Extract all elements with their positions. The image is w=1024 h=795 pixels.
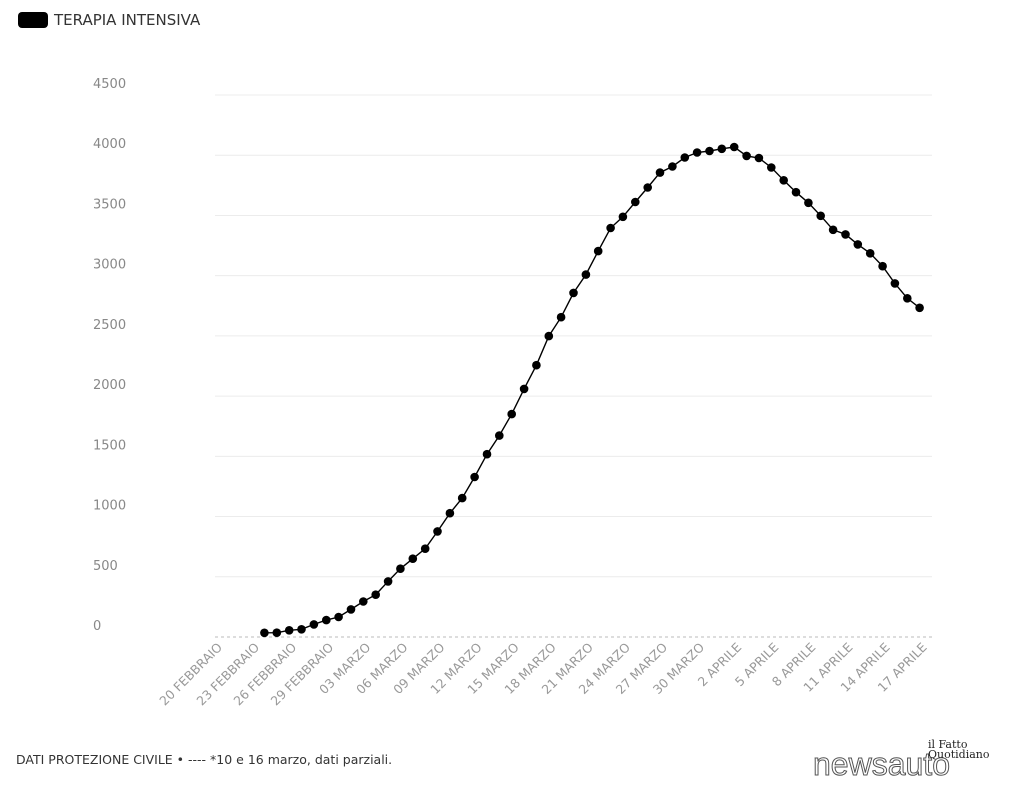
data-point[interactable]: 21 MARZO: 3009: [581, 270, 591, 279]
y-tick-label: 4500: [93, 77, 126, 92]
series-terapia-intensiva: 24 FEBBRAIO: 3525 FEBBRAIO: 3626 FEBBRAI…: [260, 142, 924, 638]
source-note: DATI PROTEZIONE CIVILE • ---- *10 e 16 m…: [16, 752, 393, 767]
data-point[interactable]: 9 APRILE: 3497: [816, 211, 825, 221]
grid-lines: [215, 94, 932, 638]
legend-swatch: [18, 12, 48, 28]
data-point[interactable]: 06 MARZO: 567: [396, 564, 405, 573]
data-point[interactable]: 08 MARZO: 733: [420, 544, 430, 553]
y-tick-label: 3000: [93, 258, 126, 273]
data-point[interactable]: 28 MARZO: 3906: [668, 162, 677, 171]
data-point[interactable]: 17 APRILE: 2733: [915, 303, 924, 313]
data-point[interactable]: 8 APRILE: 3605: [804, 198, 813, 208]
data-point[interactable]: 14 MARZO: 1672: [495, 431, 504, 440]
data-point[interactable]: 4 APRILE: 3977: [754, 153, 764, 163]
data-point[interactable]: 15 MARZO: 1851: [507, 409, 516, 419]
y-tick-label: 1000: [93, 499, 126, 514]
data-point[interactable]: 24 FEBBRAIO: 35: [260, 628, 269, 638]
data-point[interactable]: 5 APRILE: 3898: [767, 163, 776, 172]
data-point[interactable]: 30 MARZO: 4023: [692, 148, 702, 157]
data-point[interactable]: 1 APRILE: 4053: [717, 144, 727, 154]
y-tick-label: 0: [93, 619, 101, 634]
data-point[interactable]: 18 MARZO: 2498: [544, 331, 554, 341]
data-point[interactable]: 28 FEBBRAIO: 105: [309, 620, 319, 629]
data-point[interactable]: 3 APRILE: 3994: [742, 151, 751, 161]
data-point[interactable]: 02 MARZO: 229: [346, 605, 356, 614]
data-point[interactable]: 12 MARZO: 1328: [470, 472, 479, 482]
data-point[interactable]: 11 APRILE: 3343: [841, 230, 850, 239]
x-tick-label: 20 FEBBRAIO: [156, 639, 225, 708]
data-point[interactable]: 07 MARZO: 650: [408, 554, 418, 563]
data-point[interactable]: 05 MARZO: 462: [383, 577, 393, 586]
data-point[interactable]: 29 MARZO: 3981: [680, 153, 690, 162]
data-point[interactable]: 14 APRILE: 3079: [878, 261, 887, 271]
data-point[interactable]: 13 MARZO: 1518: [482, 449, 492, 459]
watermark-logo: newsauto: [813, 746, 951, 783]
data-point[interactable]: 10 MARZO: 1028: [445, 508, 455, 518]
data-point[interactable]: 03 MARZO: 295: [359, 597, 368, 606]
y-tick-label: 4000: [93, 137, 126, 152]
data-point[interactable]: 20 MARZO: 2857: [569, 288, 578, 298]
data-point[interactable]: 29 FEBBRAIO: 140: [322, 615, 331, 625]
y-tick-label: 3500: [93, 197, 126, 212]
data-point[interactable]: 26 MARZO: 3732: [643, 183, 652, 192]
data-point[interactable]: 12 APRILE: 3260: [853, 240, 863, 249]
data-point[interactable]: 24 MARZO: 3489: [618, 212, 628, 222]
data-point[interactable]: 01 MARZO: 166: [334, 612, 343, 622]
data-point[interactable]: 6 APRILE: 3792: [779, 176, 788, 185]
publisher-logo: il Fatto Quotidiano: [928, 738, 990, 761]
legend-label: TERAPIA INTENSIVA: [54, 11, 201, 29]
data-point[interactable]: 2 APRILE: 4068: [729, 142, 739, 152]
data-point[interactable]: 13 APRILE: 3186: [865, 249, 875, 258]
data-point[interactable]: 31 MARZO: 4035: [705, 146, 714, 156]
y-axis-ticks: 0 500 1000 1500 2000 2500 3000 3500 4000 4500: [93, 77, 126, 634]
data-point[interactable]: 16 MARZO: 2060: [519, 384, 529, 394]
data-point[interactable]: 19 MARZO: 2655: [556, 312, 566, 322]
y-tick-label: 2000: [93, 378, 126, 393]
data-point[interactable]: 04 MARZO: 351: [371, 590, 381, 599]
data-point[interactable]: 25 FEBBRAIO: 36: [272, 628, 282, 637]
data-point[interactable]: 09 MARZO: 877: [433, 527, 442, 536]
data-point[interactable]: 7 APRILE: 3693: [791, 187, 801, 197]
data-point[interactable]: 10 APRILE: 3381: [828, 225, 838, 235]
data-point[interactable]: 27 FEBBRAIO: 64: [297, 625, 306, 634]
data-point[interactable]: 27 MARZO: 3856: [655, 168, 665, 177]
y-tick-label: 2500: [93, 318, 126, 333]
data-point[interactable]: 11 MARZO: 1153: [457, 493, 467, 503]
data-point[interactable]: 17 MARZO: 2257: [532, 360, 541, 370]
chart-legend: TERAPIA INTENSIVA: [18, 11, 200, 29]
data-point[interactable]: 15 APRILE: 2936: [890, 279, 900, 288]
data-point[interactable]: 26 FEBBRAIO: 56: [284, 626, 294, 635]
data-point[interactable]: 22 MARZO: 3204: [593, 246, 603, 256]
data-point[interactable]: 23 MARZO: 3396: [606, 223, 615, 233]
data-point[interactable]: 25 MARZO: 3612: [631, 197, 640, 207]
y-tick-label: 500: [93, 559, 118, 574]
y-tick-label: 1500: [93, 438, 126, 453]
data-point[interactable]: 16 APRILE: 2812: [903, 294, 912, 303]
